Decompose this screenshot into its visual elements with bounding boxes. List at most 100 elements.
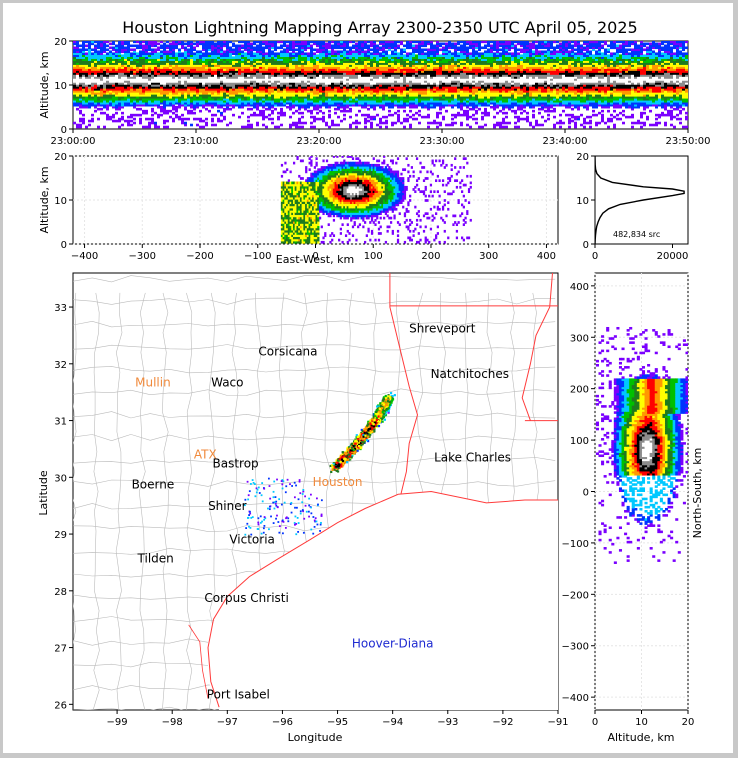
- time-height-cell: [358, 76, 361, 79]
- time-height-cell: [190, 48, 193, 52]
- time-height-cell: [112, 84, 115, 87]
- time-height-cell: [148, 54, 151, 57]
- time-height-cell: [130, 115, 133, 119]
- time-height-cell: [286, 56, 289, 59]
- time-height-cell: [436, 70, 439, 73]
- time-height-cell: [412, 78, 415, 81]
- time-height-cell: [496, 121, 499, 125]
- time-height-cell: [121, 62, 124, 65]
- time-height-cell: [103, 90, 106, 93]
- time-height-cell: [310, 101, 313, 105]
- time-height-cell: [310, 99, 313, 103]
- time-height-cell: [166, 68, 169, 71]
- time-height-cell: [277, 66, 280, 69]
- time-height-cell: [319, 74, 322, 77]
- time-height-cell: [109, 66, 112, 69]
- time-height-cell: [121, 86, 124, 89]
- time-height-cell: [157, 90, 160, 93]
- time-height-cell: [472, 76, 475, 79]
- time-height-cell: [349, 66, 352, 69]
- time-height-cell: [112, 60, 115, 63]
- time-height-cell: [256, 66, 259, 69]
- time-height-cell: [418, 113, 421, 117]
- time-height-cell: [415, 97, 418, 101]
- time-height-cell: [265, 41, 268, 44]
- time-height-cell: [163, 107, 166, 111]
- time-height-cell: [412, 56, 415, 59]
- time-height-cell: [346, 56, 349, 59]
- time-height-cell: [73, 94, 76, 97]
- time-height-cell: [307, 58, 310, 61]
- time-height-cell: [490, 54, 493, 57]
- time-height-cell: [409, 80, 412, 83]
- time-height-cell: [430, 50, 433, 54]
- time-height-cell: [214, 64, 217, 67]
- time-height-cell: [367, 103, 370, 107]
- time-height-cell: [442, 101, 445, 105]
- time-height-cell: [229, 94, 232, 97]
- time-height-cell: [241, 52, 244, 56]
- time-height-cell: [454, 103, 457, 107]
- time-height-cell: [139, 60, 142, 63]
- time-height-cell: [421, 64, 424, 67]
- time-height-cell: [193, 68, 196, 71]
- time-height-cell: [409, 68, 412, 71]
- time-height-cell: [115, 105, 118, 109]
- time-height-cell: [388, 99, 391, 103]
- time-height-cell: [130, 60, 133, 63]
- time-height-cell: [112, 76, 115, 79]
- time-height-cell: [313, 88, 316, 91]
- time-height-cell: [274, 56, 277, 59]
- time-height-cell: [259, 90, 262, 93]
- time-height-cell: [106, 117, 109, 121]
- time-height-cell: [73, 101, 76, 105]
- time-height-cell: [205, 90, 208, 93]
- time-height-cell: [460, 86, 463, 89]
- time-height-cell: [493, 60, 496, 63]
- time-height-cell: [85, 76, 88, 79]
- time-height-cell: [241, 70, 244, 73]
- time-height-cell: [169, 64, 172, 67]
- time-height-cell: [166, 111, 169, 115]
- time-height-cell: [85, 90, 88, 93]
- time-height-cell: [118, 46, 121, 50]
- time-height-cell: [178, 58, 181, 61]
- time-height-cell: [442, 92, 445, 95]
- time-height-cell: [403, 48, 406, 52]
- time-height-cell: [337, 70, 340, 73]
- time-height-cell: [445, 92, 448, 95]
- time-height-cell: [337, 50, 340, 54]
- time-height-cell: [280, 99, 283, 103]
- time-height-cell: [286, 80, 289, 83]
- time-height-cell: [322, 68, 325, 71]
- time-height-cell: [496, 86, 499, 89]
- time-height-cell: [76, 74, 79, 77]
- time-height-cell: [220, 97, 223, 101]
- time-height-cell: [190, 64, 193, 67]
- time-height-cell: [385, 103, 388, 107]
- time-height-cell: [466, 117, 469, 121]
- time-height-cell: [469, 44, 472, 48]
- time-height-cell: [451, 56, 454, 59]
- time-height-cell: [385, 96, 388, 99]
- time-height-cell: [172, 82, 175, 85]
- time-height-cell: [85, 99, 88, 103]
- time-height-cell: [214, 48, 217, 52]
- time-height-cell: [403, 117, 406, 121]
- time-height-cell: [76, 97, 79, 101]
- time-height-cell: [334, 64, 337, 67]
- time-height-cell: [313, 125, 316, 129]
- time-height-cell: [145, 86, 148, 89]
- time-height-cell: [196, 78, 199, 81]
- time-height-cell: [277, 60, 280, 63]
- time-height-cell: [163, 66, 166, 69]
- time-height-cell: [94, 50, 97, 54]
- time-height-cell: [184, 105, 187, 109]
- time-height-cell: [325, 58, 328, 61]
- time-height-cell: [361, 50, 364, 54]
- time-height-cell: [487, 92, 490, 95]
- time-height-cell: [412, 94, 415, 97]
- time-height-cell: [214, 46, 217, 50]
- time-height-cell: [205, 64, 208, 67]
- time-height-cell: [235, 52, 238, 56]
